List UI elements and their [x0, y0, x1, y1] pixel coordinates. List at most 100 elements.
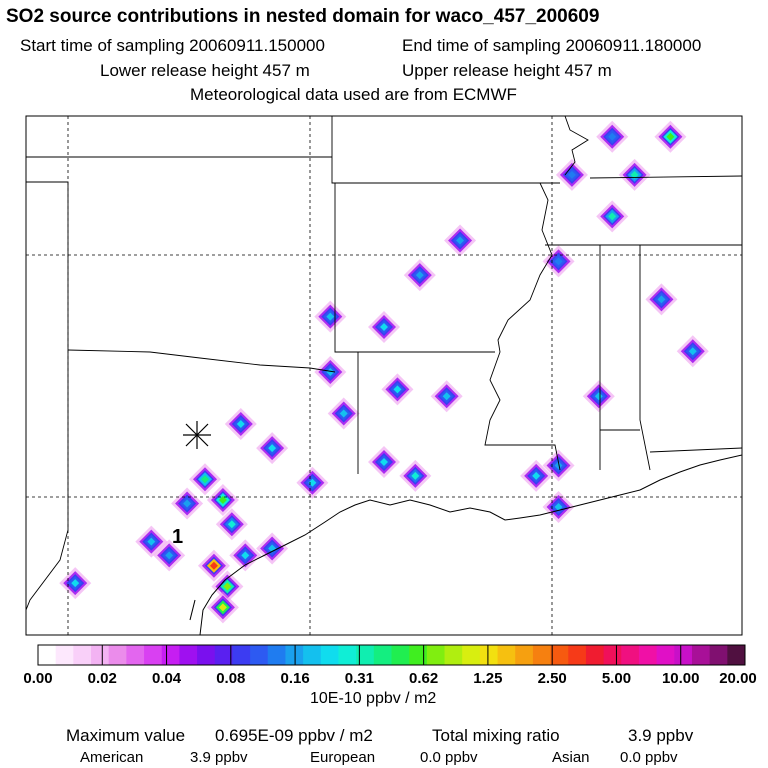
- border-line: [26, 350, 69, 611]
- map-frame: [25, 115, 743, 636]
- colorbar-cell: [550, 645, 569, 665]
- plume-cell: [582, 380, 615, 413]
- colorbar-tick-label: 2.50: [538, 670, 567, 687]
- colorbar-cell: [479, 645, 499, 665]
- colorbar-cell: [285, 645, 304, 665]
- colorbar-cell: [161, 645, 180, 665]
- colorbar-cell: [444, 645, 463, 665]
- european-value: 0.0 ppbv: [420, 749, 478, 766]
- asian-label: Asian: [552, 749, 590, 766]
- asian-value: 0.0 ppbv: [620, 749, 678, 766]
- american-value: 3.9 ppbv: [190, 749, 248, 766]
- plume-cell: [444, 224, 477, 257]
- european-label: European: [310, 749, 376, 766]
- plume-cell: [314, 356, 347, 389]
- start-time-label: Start time of sampling 20060911.150000: [20, 36, 325, 55]
- colorbar: [38, 645, 746, 665]
- colorbar-cell: [197, 645, 216, 665]
- plume-cell: [256, 532, 289, 565]
- plume-cell: [135, 525, 168, 558]
- total-mixing-value: 3.9 ppbv: [628, 726, 694, 745]
- source-number-label: 1: [172, 526, 183, 548]
- plume-cell: [542, 245, 575, 278]
- source-marker: [183, 421, 211, 449]
- colorbar-cell: [391, 645, 410, 665]
- colorbar-cell: [108, 645, 127, 665]
- colorbar-tick-label: 5.00: [602, 670, 631, 687]
- colorbar-cell: [38, 645, 57, 665]
- colorbar-cell: [638, 645, 658, 665]
- plume-cell: [215, 508, 248, 541]
- plume-cell: [256, 432, 289, 465]
- colorbar-cell: [691, 645, 711, 665]
- lower-release-label: Lower release height 457 m: [100, 61, 310, 80]
- plume-cell: [368, 311, 400, 344]
- colorbar-cell: [568, 645, 587, 665]
- plume-cell: [645, 283, 678, 316]
- plume-cell: [206, 591, 239, 624]
- colorbar-cell: [338, 645, 357, 665]
- american-label: American: [80, 749, 144, 766]
- colorbar-tick-label: 0.62: [409, 670, 438, 687]
- colorbar-cell: [727, 645, 746, 665]
- colorbar-cell: [532, 645, 552, 665]
- plume-layer: [59, 120, 709, 624]
- plume-cell: [555, 158, 588, 191]
- colorbar-tick-label: 0.02: [88, 670, 117, 687]
- colorbar-cell: [73, 645, 92, 665]
- upper-release-label: Upper release height 457 m: [402, 61, 612, 80]
- plume-cell: [399, 459, 432, 492]
- max-value-label: Maximum value: [66, 726, 186, 745]
- colorbar-cell: [267, 645, 286, 665]
- colorbar-cell: [214, 645, 233, 665]
- plume-cell: [542, 449, 575, 482]
- colorbar-tick-label: 20.00: [719, 670, 757, 687]
- colorbar-cell: [373, 645, 392, 665]
- colorbar-tick-label: 0.16: [280, 670, 309, 687]
- colorbar-tick-label: 0.08: [216, 670, 245, 687]
- colorbar-cell: [126, 645, 145, 665]
- plume-cell: [296, 466, 329, 499]
- plume-cell: [197, 549, 230, 582]
- colorbar-cell: [674, 645, 693, 665]
- plume-cell: [403, 259, 436, 292]
- coastline: [189, 599, 196, 621]
- total-mixing-label: Total mixing ratio: [432, 726, 560, 745]
- coastline: [199, 454, 742, 635]
- plume-cell: [59, 567, 92, 600]
- colorbar-cell: [356, 645, 375, 665]
- colorbar-cell: [232, 645, 251, 665]
- plume-cell: [368, 446, 400, 478]
- plume-cell: [153, 539, 186, 572]
- colorbar-cell: [621, 645, 640, 665]
- colorbar-cell: [409, 645, 428, 665]
- state-borders: [26, 116, 742, 474]
- colorbar-tick-label: 10.00: [662, 670, 700, 687]
- plume-cell: [542, 490, 575, 523]
- plume-cell: [224, 407, 257, 440]
- colorbar-ticks: 0.00 0.02 0.04 0.08 0.16 0.31 0.62 1.25 2.50 5.00…: [23, 645, 757, 687]
- plume-cell: [171, 487, 204, 520]
- colorbar-cell: [144, 645, 163, 665]
- colorbar-cell: [709, 645, 728, 665]
- plume-cell: [206, 484, 239, 517]
- colorbar-cell: [497, 645, 516, 665]
- plume-cell: [314, 300, 347, 333]
- plume-cell: [596, 200, 629, 233]
- colorbar-cell: [179, 645, 198, 665]
- plume-cell: [654, 120, 687, 153]
- plume-cell: [596, 120, 629, 153]
- colorbar-cell: [320, 645, 339, 665]
- plume-cell: [327, 397, 360, 430]
- colorbar-cell: [585, 645, 605, 665]
- plume-cell: [381, 373, 414, 406]
- colorbar-tick-label: 0.31: [345, 670, 374, 687]
- plume-cell: [520, 459, 553, 492]
- plume-cell: [229, 539, 262, 572]
- colorbar-cell: [656, 645, 675, 665]
- colorbar-cell: [250, 645, 269, 665]
- plume-cell: [618, 158, 651, 191]
- colorbar-cell: [462, 645, 481, 665]
- colorbar-cell: [426, 645, 446, 665]
